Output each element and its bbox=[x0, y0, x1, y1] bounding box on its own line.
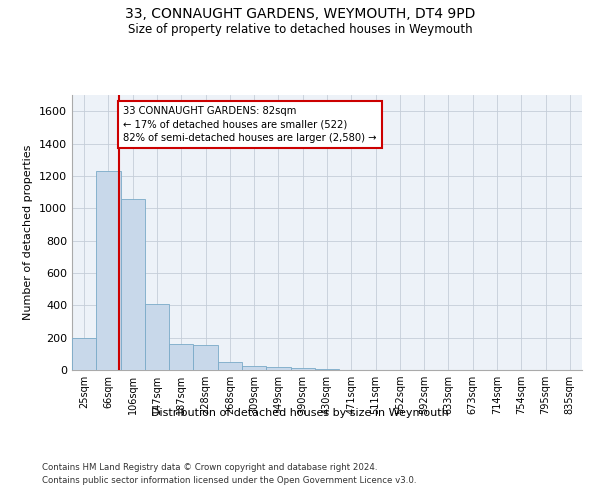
Bar bbox=[266, 367, 290, 370]
Bar bbox=[242, 366, 266, 370]
Text: Contains HM Land Registry data © Crown copyright and database right 2024.: Contains HM Land Registry data © Crown c… bbox=[42, 462, 377, 471]
Text: Size of property relative to detached houses in Weymouth: Size of property relative to detached ho… bbox=[128, 22, 472, 36]
Text: Contains public sector information licensed under the Open Government Licence v3: Contains public sector information licen… bbox=[42, 476, 416, 485]
Bar bbox=[218, 362, 242, 370]
Bar bbox=[169, 344, 193, 370]
Bar bbox=[193, 345, 218, 370]
Bar bbox=[145, 304, 169, 370]
Y-axis label: Number of detached properties: Number of detached properties bbox=[23, 145, 34, 320]
Bar bbox=[290, 368, 315, 370]
Bar bbox=[121, 198, 145, 370]
Bar bbox=[96, 171, 121, 370]
Bar bbox=[315, 369, 339, 370]
Text: 33, CONNAUGHT GARDENS, WEYMOUTH, DT4 9PD: 33, CONNAUGHT GARDENS, WEYMOUTH, DT4 9PD bbox=[125, 8, 475, 22]
Text: Distribution of detached houses by size in Weymouth: Distribution of detached houses by size … bbox=[151, 408, 449, 418]
Bar bbox=[72, 338, 96, 370]
Text: 33 CONNAUGHT GARDENS: 82sqm
← 17% of detached houses are smaller (522)
82% of se: 33 CONNAUGHT GARDENS: 82sqm ← 17% of det… bbox=[123, 106, 377, 142]
